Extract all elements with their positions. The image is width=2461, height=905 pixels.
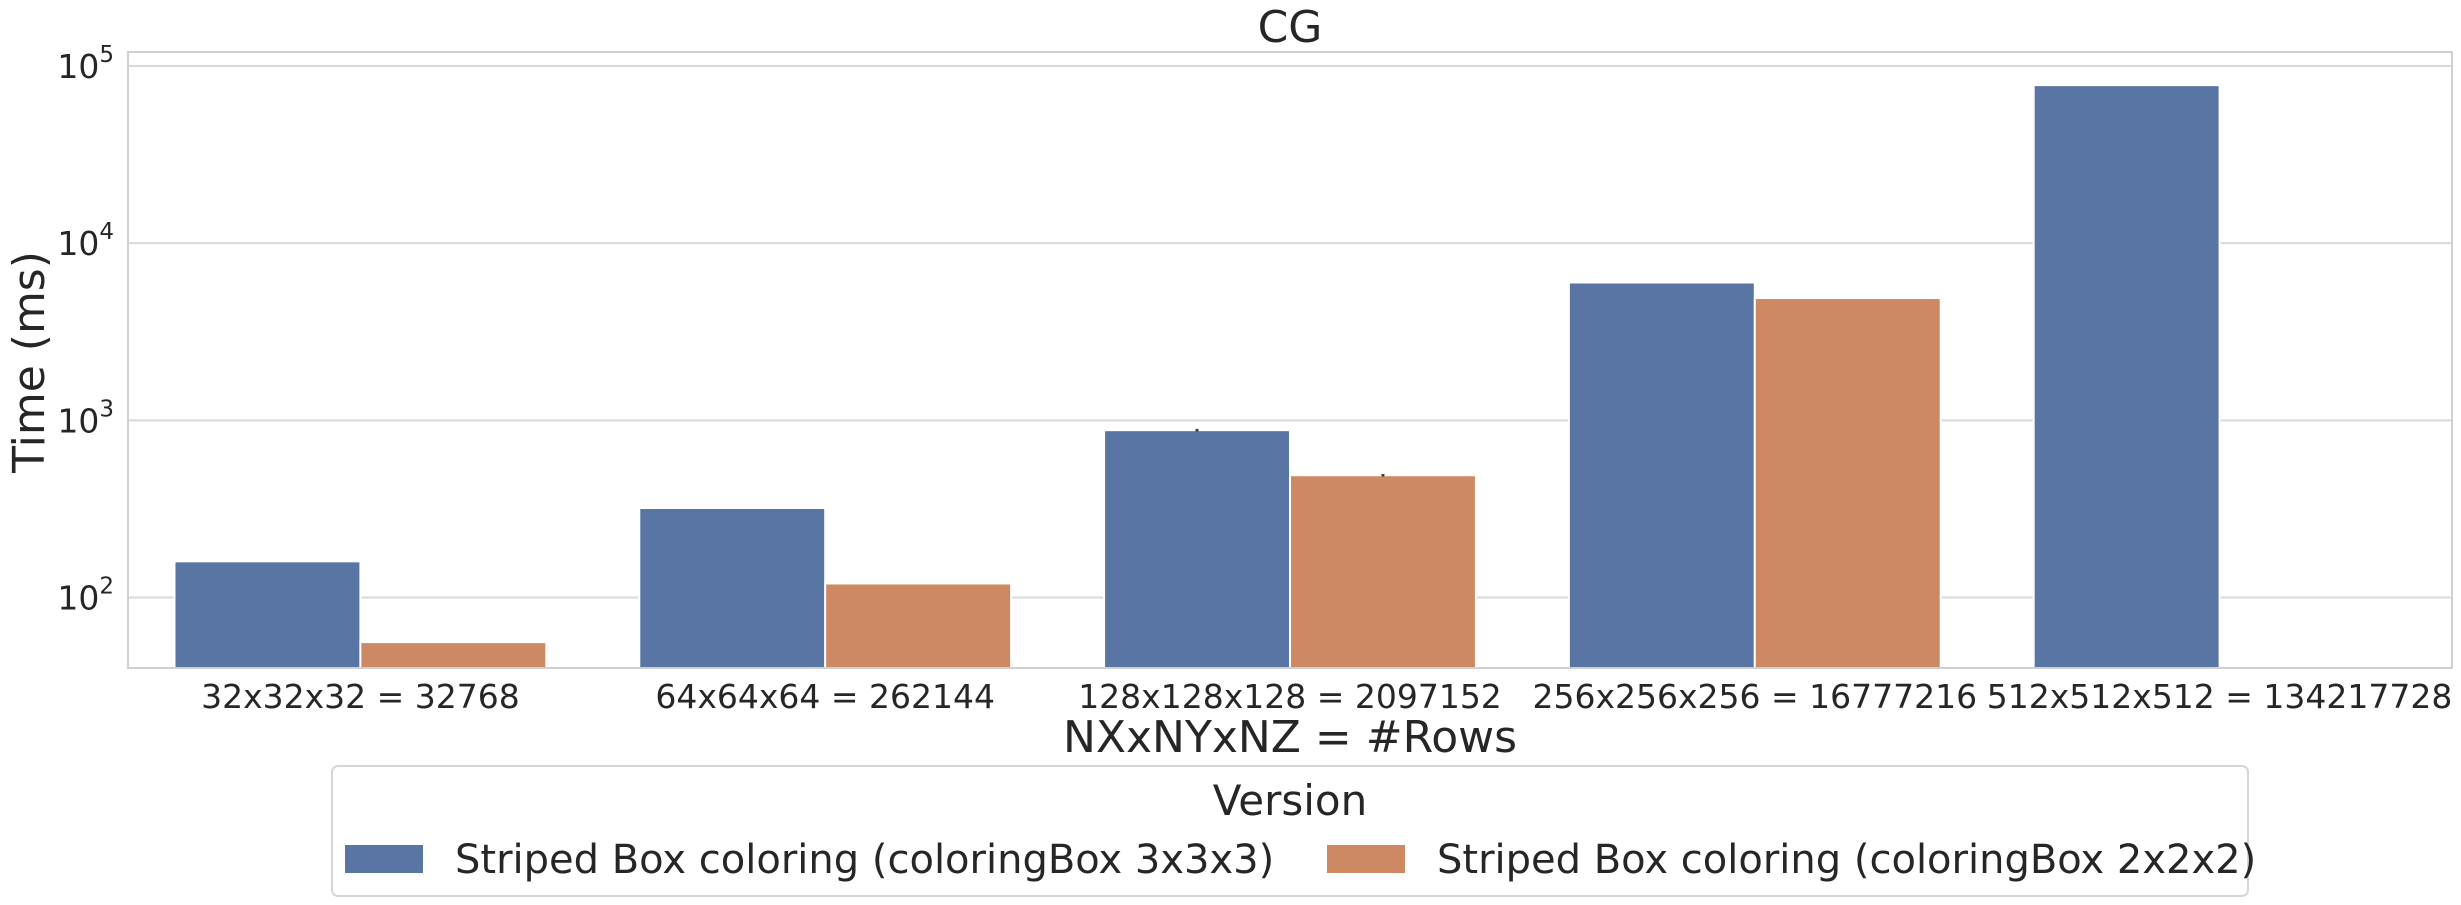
y-axis-label: Time (ms) <box>4 251 55 474</box>
bar <box>1289 474 1477 669</box>
y-tick-labels: 102 103 104 105 <box>57 42 114 617</box>
bar <box>824 582 1013 669</box>
x-axis-label: NXxNYxNZ = #Rows <box>1063 712 1517 763</box>
x-tick-label: 256x256x256 = 16777216 <box>1532 677 1977 716</box>
bar <box>359 641 548 669</box>
x-tick-label: 32x32x32 = 32768 <box>201 677 520 716</box>
bar <box>1567 281 1756 669</box>
legend-entry-label: Striped Box coloring (coloringBox 2x2x2) <box>1437 837 2256 883</box>
legend-swatch <box>345 845 423 873</box>
chart-title: CG <box>1258 2 1323 53</box>
legend-swatch <box>1327 845 1405 873</box>
bars <box>173 84 2221 669</box>
bar <box>638 507 827 669</box>
y-tick-label: 103 <box>57 396 114 440</box>
legend-frame <box>331 765 2249 897</box>
y-tick-label: 104 <box>57 219 114 263</box>
bar <box>1753 297 1942 669</box>
legend-title: Version <box>1213 776 1367 825</box>
plot-border <box>127 51 2453 669</box>
x-tick-label: 64x64x64 = 262144 <box>655 677 995 716</box>
bar <box>173 560 362 669</box>
y-tick-label: 105 <box>57 42 114 86</box>
bar <box>1103 429 1291 669</box>
x-tick-label: 128x128x128 = 2097152 <box>1078 677 1502 716</box>
x-tick-label: 512x512x512 = 134217728 <box>1987 677 2453 716</box>
legend-entry-label: Striped Box coloring (coloringBox 3x3x3) <box>455 837 1274 883</box>
legend: Version Striped Box coloring (coloringBo… <box>331 765 2256 897</box>
y-tick-label: 102 <box>57 574 114 618</box>
legend-entries: Striped Box coloring (coloringBox 3x3x3)… <box>345 837 2256 883</box>
x-tick-labels: 32x32x32 = 32768 64x64x64 = 262144 128x128… <box>201 677 2452 716</box>
bar <box>2032 84 2221 669</box>
plot-frame <box>127 51 2453 669</box>
